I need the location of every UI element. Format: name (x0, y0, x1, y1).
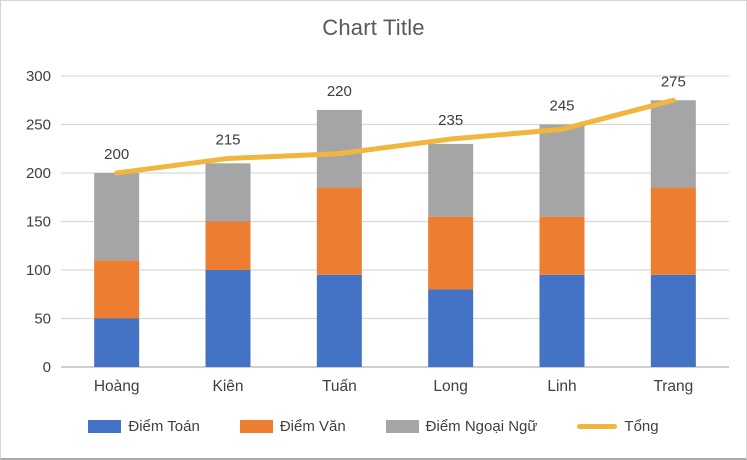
bar-segment-điểm-ngoại-ngữ[interactable] (539, 124, 585, 217)
bar-segment-điểm-văn[interactable] (428, 216, 474, 290)
total-line[interactable] (114, 97, 676, 176)
legend-item-điểm-văn[interactable]: Điểm Văn (239, 418, 346, 435)
data-label: 220 (327, 83, 352, 100)
bar-segment-điểm-văn[interactable] (94, 260, 140, 319)
legend-item-điểm-toán[interactable]: Điểm Toán (88, 418, 200, 435)
x-axis-tick-label: Hoàng (94, 378, 140, 395)
bar-segment-điểm-toán[interactable] (650, 274, 696, 367)
legend-item-tổng[interactable]: Tổng (577, 418, 659, 435)
bar-segment-điểm-ngoại-ngữ[interactable] (94, 173, 140, 261)
bar-segment-điểm-toán[interactable] (94, 318, 140, 368)
bar-segment-điểm-toán[interactable] (316, 274, 362, 367)
data-label: 245 (549, 98, 574, 115)
chart-title[interactable]: Chart Title (322, 15, 425, 40)
bar-segment-điểm-toán[interactable] (539, 274, 585, 367)
bar-segment-điểm-văn[interactable] (539, 216, 585, 275)
data-label: 275 (661, 73, 686, 90)
y-axis-tick-label: 50 (34, 311, 51, 328)
chart-legend: Điểm Toán Điểm Văn Điểm Ngoại Ngữ Tổng (1, 418, 746, 435)
y-axis-tick-label: 150 (26, 214, 51, 231)
legend-line-swatch (577, 424, 618, 429)
bar-segment-điểm-ngoại-ngữ[interactable] (316, 109, 362, 188)
y-axis-tick-label: 100 (26, 262, 51, 279)
legend-label: Tổng (624, 418, 659, 435)
plot-area: 0 50 100 150 200 250 300 200 215 220 235 245 275 Hoàn… (26, 68, 729, 395)
bar-segment-điểm-văn[interactable] (205, 221, 251, 271)
bar-segment-điểm-ngoại-ngữ[interactable] (205, 163, 251, 222)
x-axis-tick-label: Kiên (212, 378, 243, 395)
data-label: 200 (104, 146, 129, 163)
bar-segment-điểm-ngoại-ngữ[interactable] (650, 100, 696, 188)
bar-segment-điểm-văn[interactable] (650, 187, 696, 275)
legend-item-điểm-ngoại-ngữ[interactable]: Điểm Ngoại Ngữ (385, 418, 538, 435)
legend-color-swatch (88, 420, 122, 433)
x-axis-tick-label: Trang (653, 378, 693, 395)
x-axis-tick-label: Tuấn (322, 378, 357, 395)
x-axis-tick-label: Long (433, 378, 467, 395)
x-axis-tick-label: Linh (547, 378, 576, 395)
bar-segment-điểm-văn[interactable] (316, 187, 362, 275)
legend-color-swatch (385, 420, 419, 433)
y-axis-tick-label: 300 (26, 68, 51, 85)
bar-segment-điểm-toán[interactable] (428, 289, 474, 367)
y-axis-tick-label: 200 (26, 165, 51, 182)
bar-segment-điểm-ngoại-ngữ[interactable] (428, 143, 474, 217)
y-axis-tick-label: 0 (43, 359, 51, 376)
legend-label: Điểm Ngoại Ngữ (425, 418, 538, 435)
legend-label: Điểm Toán (128, 418, 200, 435)
bar-segment-điểm-toán[interactable] (205, 270, 251, 367)
data-label: 215 (215, 131, 240, 148)
legend-color-swatch (239, 420, 273, 433)
y-axis-tick-label: 250 (26, 117, 51, 134)
data-label: 235 (438, 112, 463, 129)
legend-label: Điểm Văn (279, 418, 346, 435)
